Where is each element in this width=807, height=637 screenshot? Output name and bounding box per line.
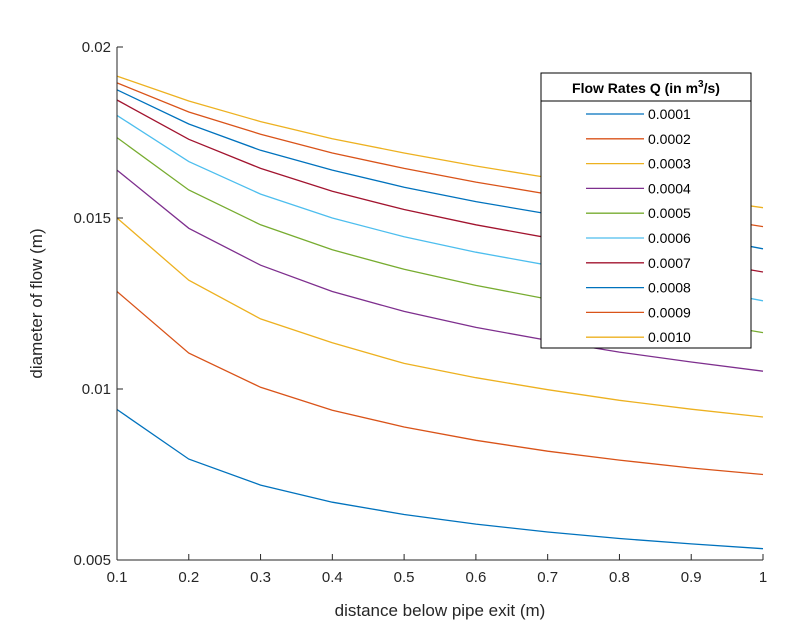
series-line-0.0003: [116, 217, 764, 418]
legend-title-prefix: Flow Rates Q (in m: [572, 80, 698, 96]
legend-label: 0.0002: [648, 131, 691, 147]
legend-label: 0.0008: [648, 280, 691, 296]
y-tick-label: 0.01: [82, 381, 111, 398]
series-line-0.0001: [116, 408, 764, 550]
legend-label: 0.0007: [648, 255, 691, 271]
legend-label: 0.0004: [648, 180, 691, 196]
y-tick-label: 0.02: [82, 39, 111, 56]
y-axis-label: diameter of flow (m): [27, 228, 46, 378]
series-line-0.0002: [116, 291, 764, 476]
legend-label: 0.0006: [648, 230, 691, 246]
y-tick-label: 0.015: [73, 210, 111, 227]
x-tick-label: 0.9: [681, 569, 702, 586]
legend-items: 0.0001 0.0002 0.0003 0.0004 0.0005 0.0006 0.00…: [586, 106, 691, 345]
legend-label: 0.0010: [648, 329, 691, 345]
x-tick-label: 0.6: [465, 569, 486, 586]
legend-title-superscript: 3: [698, 79, 704, 90]
x-axis-label: distance below pipe exit (m): [335, 601, 546, 620]
x-tick-label: 0.2: [178, 569, 199, 586]
x-tick-label: 0.1: [107, 569, 128, 586]
legend-label: 0.0009: [648, 304, 691, 320]
legend-box: [540, 72, 752, 349]
y-tick-label: 0.005: [73, 552, 111, 569]
legend-label: 0.0001: [648, 106, 691, 122]
x-tick-label: 0.3: [250, 569, 271, 586]
axes: 0.1 0.2 0.3 0.4 0.5 0.6 0.7 0.8 0.9 1 0.005 0.01 0.0…: [73, 39, 767, 586]
legend-title: Flow Rates Q (in m3/s): [572, 79, 720, 96]
legend-title-suffix: /s): [704, 80, 720, 96]
x-tick-label: 0.5: [394, 569, 415, 586]
x-tick-label: 0.4: [322, 569, 343, 586]
x-tick-label: 0.8: [609, 569, 630, 586]
x-tick-label: 0.7: [537, 569, 558, 586]
x-tick-label: 1: [759, 569, 767, 586]
series-line-0.0004: [116, 169, 764, 372]
legend-label: 0.0003: [648, 156, 691, 172]
legend-label: 0.0005: [648, 205, 691, 221]
legend: Flow Rates Q (in m3/s) 0.00010.00020.000…: [540, 72, 752, 349]
